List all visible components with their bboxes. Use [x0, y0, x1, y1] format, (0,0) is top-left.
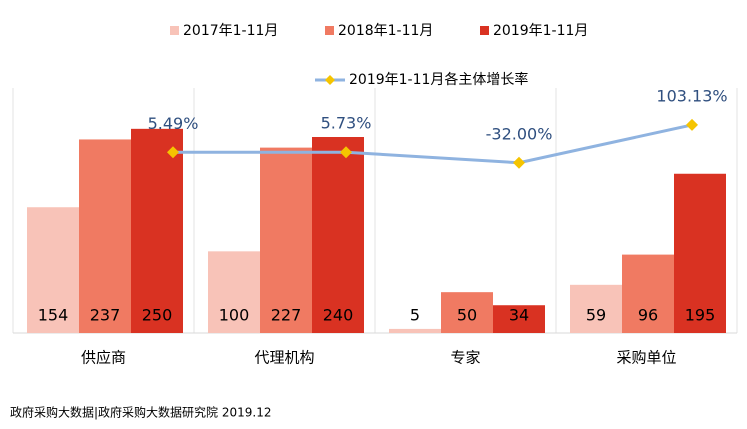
growth-marker	[340, 146, 352, 159]
growth-value-label: -32.00%	[486, 124, 553, 143]
growth-marker	[167, 146, 179, 159]
legend-label: 2018年1-11月	[338, 23, 433, 39]
bar-value-label: 50	[457, 306, 477, 325]
growth-value-label: 5.49%	[148, 114, 199, 133]
growth-marker	[686, 118, 698, 131]
legend-marker	[325, 75, 335, 85]
bar	[79, 139, 131, 333]
legend-label: 2017年1-11月	[183, 23, 278, 39]
bar-value-label: 250	[142, 306, 173, 325]
bar-value-label: 227	[271, 306, 302, 325]
x-tick-label: 采购单位	[616, 349, 676, 367]
bar-value-label: 59	[586, 306, 606, 325]
growth-value-label: 5.73%	[321, 114, 372, 133]
bar	[27, 207, 79, 333]
source-note: 政府采购大数据|政府采购大数据研究院 2019.12	[10, 405, 271, 420]
bar	[622, 254, 674, 333]
bar	[674, 173, 726, 333]
legend-label: 2019年1-11月	[493, 23, 588, 39]
bar	[260, 147, 312, 333]
bar	[493, 305, 545, 333]
bar-value-label: 240	[323, 306, 354, 325]
bar	[389, 328, 441, 333]
bar-value-label: 237	[90, 306, 121, 325]
x-tick-label: 代理机构	[254, 349, 314, 367]
bar-value-label: 195	[685, 306, 716, 325]
bar-value-label: 154	[38, 306, 69, 325]
bar-value-label: 34	[509, 306, 529, 325]
bar-value-label: 5	[410, 306, 420, 325]
x-tick-label: 专家	[450, 349, 480, 367]
growth-marker	[513, 156, 525, 169]
bar-value-label: 100	[219, 306, 250, 325]
bar	[570, 284, 622, 333]
bar	[312, 137, 364, 333]
x-tick-label: 供应商	[81, 349, 126, 367]
bar	[441, 292, 493, 333]
growth-value-label: 103.13%	[656, 86, 727, 105]
bar-value-label: 96	[638, 306, 658, 325]
bar	[131, 128, 183, 333]
legend-swatch	[480, 26, 489, 35]
bar	[208, 251, 260, 333]
legend-swatch	[170, 26, 179, 35]
legend-swatch	[325, 26, 334, 35]
legend-label: 2019年1-11月各主体增长率	[349, 71, 528, 88]
growth-line	[172, 123, 693, 165]
